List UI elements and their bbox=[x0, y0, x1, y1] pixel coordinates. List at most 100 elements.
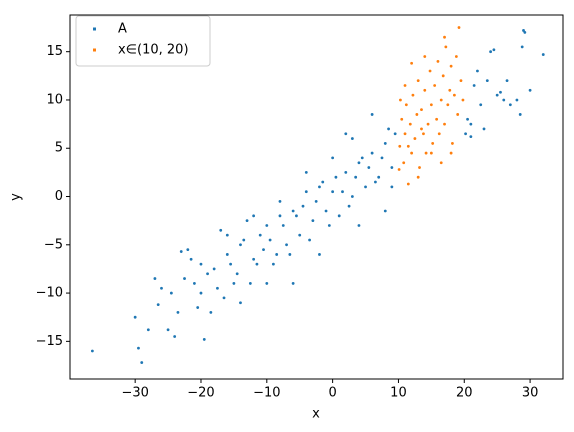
point bbox=[242, 238, 246, 242]
point bbox=[443, 35, 446, 39]
point bbox=[423, 55, 427, 58]
x-tick-label: 0 bbox=[328, 386, 336, 401]
point bbox=[334, 175, 338, 179]
point bbox=[416, 79, 420, 83]
plot-area bbox=[90, 26, 545, 364]
y-tick-label: −5 bbox=[44, 237, 63, 252]
y-tick-label: 15 bbox=[46, 44, 63, 59]
point bbox=[418, 166, 421, 169]
point bbox=[176, 310, 180, 314]
point bbox=[278, 199, 282, 203]
point bbox=[219, 228, 223, 232]
point bbox=[428, 69, 432, 73]
point bbox=[156, 303, 160, 307]
point bbox=[140, 361, 144, 364]
point bbox=[252, 214, 256, 218]
point bbox=[364, 185, 367, 189]
point bbox=[255, 262, 259, 266]
y-tick-label: 0 bbox=[55, 189, 63, 204]
point bbox=[411, 93, 415, 97]
point bbox=[199, 291, 203, 295]
point bbox=[435, 117, 439, 121]
point bbox=[446, 103, 450, 107]
point bbox=[393, 132, 397, 136]
point bbox=[206, 272, 209, 276]
x-tick-label: 20 bbox=[456, 386, 473, 401]
point bbox=[344, 170, 348, 174]
point bbox=[390, 185, 394, 189]
point bbox=[265, 224, 269, 227]
point bbox=[225, 253, 229, 256]
point bbox=[485, 79, 489, 83]
point bbox=[431, 142, 435, 145]
point bbox=[459, 79, 463, 83]
point bbox=[278, 214, 282, 218]
point bbox=[449, 151, 453, 155]
point bbox=[265, 282, 269, 285]
point bbox=[331, 156, 335, 160]
point bbox=[341, 190, 344, 194]
point bbox=[357, 161, 361, 165]
point bbox=[422, 132, 425, 136]
legend-label: A bbox=[118, 22, 127, 37]
point bbox=[408, 122, 412, 126]
x-tick-label: −30 bbox=[121, 386, 148, 401]
point bbox=[383, 209, 387, 213]
point bbox=[406, 144, 410, 148]
point bbox=[399, 98, 402, 102]
point bbox=[291, 209, 295, 213]
point bbox=[416, 175, 420, 179]
point bbox=[268, 238, 272, 242]
point bbox=[360, 156, 364, 160]
point bbox=[479, 103, 483, 107]
legend-label: x∈(10, 20) bbox=[118, 43, 189, 58]
point bbox=[304, 170, 308, 174]
point bbox=[354, 175, 358, 179]
point bbox=[327, 224, 331, 227]
x-tick-label: −10 bbox=[253, 386, 280, 401]
point bbox=[492, 48, 496, 52]
point bbox=[301, 204, 305, 208]
point bbox=[415, 113, 419, 116]
point bbox=[443, 122, 446, 126]
point bbox=[426, 122, 430, 126]
point bbox=[518, 113, 522, 116]
point bbox=[258, 233, 262, 237]
point bbox=[209, 310, 213, 314]
point bbox=[90, 349, 94, 353]
point bbox=[400, 117, 404, 121]
x-axis-label: x bbox=[312, 407, 320, 422]
point bbox=[344, 132, 348, 136]
point bbox=[248, 282, 252, 285]
x-tick-label: −20 bbox=[187, 386, 214, 401]
point bbox=[285, 243, 288, 247]
point bbox=[202, 338, 206, 341]
point bbox=[318, 253, 321, 256]
point bbox=[451, 142, 454, 145]
legend: Ax∈(10, 20) bbox=[75, 15, 211, 67]
point bbox=[275, 253, 279, 256]
point bbox=[196, 306, 200, 309]
point bbox=[239, 301, 242, 305]
x-tick-label: 30 bbox=[522, 386, 539, 401]
point bbox=[406, 182, 410, 186]
point bbox=[377, 175, 381, 179]
point bbox=[193, 282, 196, 285]
point bbox=[441, 74, 445, 78]
point bbox=[523, 30, 527, 34]
point bbox=[380, 156, 384, 160]
point bbox=[199, 262, 203, 266]
legend-marker bbox=[93, 48, 96, 52]
point bbox=[482, 127, 486, 131]
point bbox=[452, 93, 456, 97]
point bbox=[166, 328, 170, 332]
point bbox=[502, 98, 506, 102]
point bbox=[402, 161, 406, 165]
point bbox=[495, 93, 499, 97]
point bbox=[216, 286, 219, 290]
point bbox=[508, 103, 512, 107]
point bbox=[225, 233, 229, 237]
point bbox=[374, 180, 377, 184]
legend-marker bbox=[93, 27, 96, 31]
